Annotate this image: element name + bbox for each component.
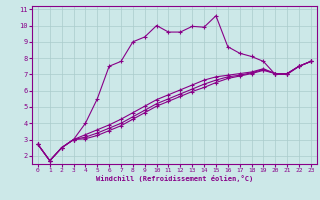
X-axis label: Windchill (Refroidissement éolien,°C): Windchill (Refroidissement éolien,°C) bbox=[96, 175, 253, 182]
